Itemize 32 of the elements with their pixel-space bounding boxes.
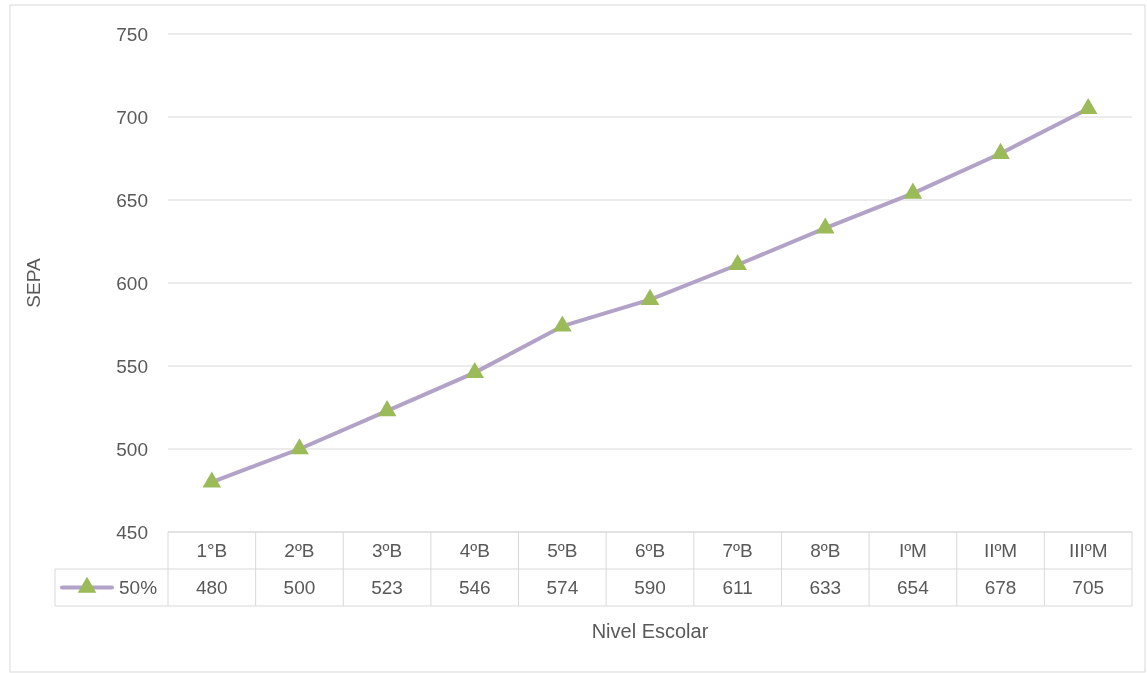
x-tick-label: 7ºB — [722, 540, 753, 562]
x-tick-label: 8ºB — [810, 540, 841, 562]
x-axis-title: Nivel Escolar — [591, 620, 709, 642]
data-label: 500 — [283, 577, 316, 599]
x-tick-label: 5ºB — [547, 540, 578, 562]
x-tick-label: 4ºB — [459, 540, 490, 562]
data-label: 633 — [809, 577, 842, 599]
data-label: 574 — [546, 577, 579, 599]
y-tick-label: 600 — [116, 272, 148, 294]
x-tick-label: 2ºB — [284, 540, 315, 562]
y-tick-label: 650 — [116, 189, 148, 211]
data-label: 654 — [897, 577, 930, 599]
x-tick-label: IºM — [898, 540, 927, 562]
y-tick-label: 500 — [116, 438, 148, 460]
x-tick-label: IIºM — [983, 540, 1018, 562]
data-label: 678 — [984, 577, 1017, 599]
legend-label: 50% — [119, 577, 158, 599]
y-tick-label: 750 — [116, 23, 148, 45]
x-tick-label: 3ºB — [372, 540, 403, 562]
data-label: 546 — [458, 577, 491, 599]
y-tick-label: 700 — [116, 106, 148, 128]
y-tick-label: 450 — [116, 521, 148, 543]
data-label: 611 — [722, 577, 753, 599]
data-label: 480 — [195, 577, 228, 599]
y-tick-label: 550 — [116, 355, 148, 377]
y-axis-title: SEPA — [23, 258, 44, 308]
x-tick-label: 6ºB — [634, 540, 666, 562]
x-tick-label: IIIºM — [1068, 540, 1108, 562]
x-tick-label: 1°B — [196, 540, 228, 562]
data-label: 590 — [634, 577, 666, 599]
data-label: 705 — [1072, 577, 1105, 599]
data-label: 523 — [371, 577, 403, 599]
